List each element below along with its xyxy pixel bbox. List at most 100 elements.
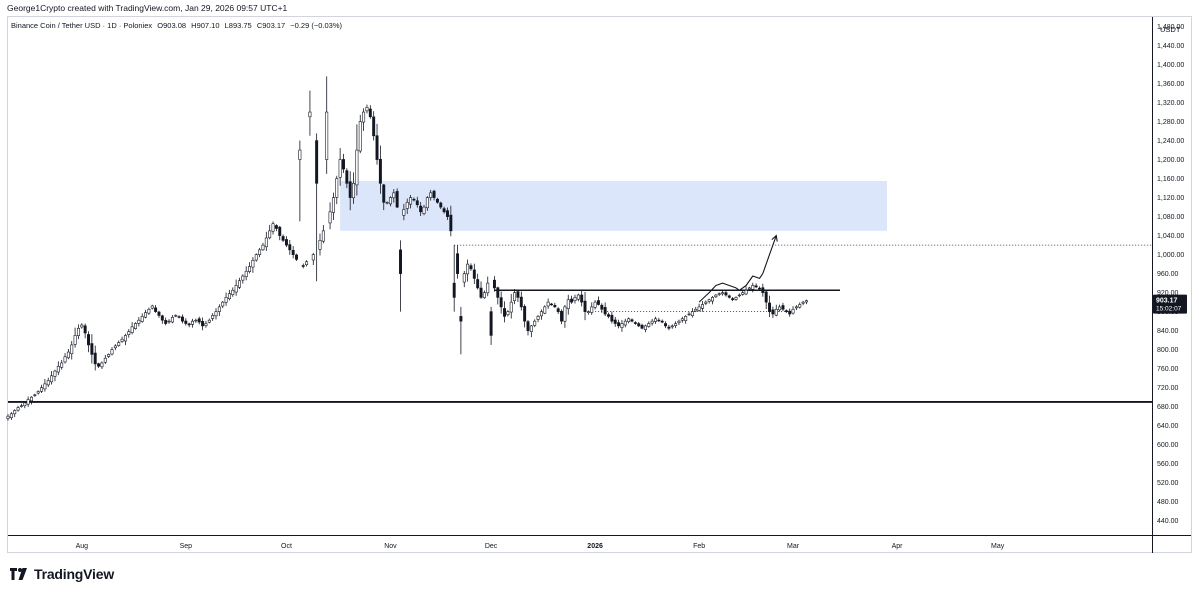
candle[interactable] [284,236,288,248]
candle[interactable] [221,301,225,309]
candle[interactable] [526,319,530,336]
candle[interactable] [318,233,322,256]
candle[interactable] [731,297,735,302]
candle[interactable] [734,296,738,301]
candle[interactable] [449,205,453,237]
candle[interactable] [721,290,725,296]
candle[interactable] [399,240,402,312]
candle[interactable] [667,324,671,331]
candle[interactable] [563,304,567,328]
candle[interactable] [362,108,366,131]
candle[interactable] [506,310,510,317]
candle[interactable] [66,348,70,360]
candle[interactable] [489,306,493,345]
candle[interactable] [338,148,342,186]
candle[interactable] [503,301,506,323]
candle[interactable] [607,312,610,319]
candle[interactable] [80,323,84,329]
candle[interactable] [271,221,275,235]
candle[interactable] [144,309,148,319]
candle[interactable] [30,396,33,405]
candle[interactable] [617,319,621,329]
candle[interactable] [298,140,302,222]
candle[interactable] [439,201,443,210]
candle[interactable] [596,296,600,306]
candle[interactable] [409,195,413,209]
candle[interactable] [358,114,362,154]
candle[interactable] [281,234,285,243]
candle[interactable] [566,294,570,315]
candle[interactable] [392,189,396,203]
candle[interactable] [590,302,594,315]
candle[interactable] [305,260,309,267]
candle[interactable] [513,288,517,305]
candle[interactable] [328,202,332,230]
candle[interactable] [603,302,607,317]
candle[interactable] [499,291,503,314]
candle[interactable] [352,172,356,204]
candle[interactable] [261,242,265,251]
candle[interactable] [13,409,17,418]
candle[interactable] [509,293,513,319]
candle[interactable] [93,345,97,371]
candle[interactable] [53,369,57,382]
candle[interactable] [137,317,141,327]
candle[interactable] [674,321,678,329]
candle[interactable] [539,309,543,320]
candle[interactable] [36,390,40,395]
candle[interactable] [378,145,382,194]
candle[interactable] [402,203,406,221]
candle[interactable] [214,308,218,320]
candle[interactable] [194,318,198,323]
candle[interactable] [372,111,376,141]
candle[interactable] [100,361,104,370]
candle[interactable] [177,315,181,319]
candle[interactable] [264,231,268,251]
candle[interactable] [6,414,10,421]
candle[interactable] [103,354,107,365]
candle[interactable] [147,307,151,316]
candle[interactable] [254,253,258,262]
candle[interactable] [134,322,137,330]
candle[interactable] [231,287,235,297]
candle[interactable] [368,105,372,119]
candle[interactable] [33,393,37,398]
candle[interactable] [238,277,241,290]
candle[interactable] [127,329,131,338]
candle[interactable] [479,281,483,299]
candle[interactable] [248,262,252,274]
candle[interactable] [46,377,50,387]
candle[interactable] [452,245,456,312]
candle[interactable] [291,246,295,259]
candle[interactable] [664,321,668,329]
candle[interactable] [758,286,761,291]
candle[interactable] [123,333,127,346]
candle[interactable] [325,76,329,174]
candle[interactable] [110,347,114,356]
candle[interactable] [650,318,654,326]
candle[interactable] [550,303,553,306]
candle[interactable] [600,303,604,313]
candle[interactable] [704,300,708,306]
candle[interactable] [784,309,788,314]
candle[interactable] [180,314,184,324]
candle[interactable] [516,289,520,303]
candle[interactable] [630,318,634,323]
candle[interactable] [560,309,564,325]
candle[interactable] [97,362,101,368]
candle[interactable] [680,316,684,323]
candle[interactable] [714,294,718,299]
candle[interactable] [76,324,80,340]
candle[interactable] [251,257,255,273]
candle[interactable] [26,396,30,407]
candle[interactable] [348,171,352,211]
candle[interactable] [184,318,188,326]
candle[interactable] [211,313,215,321]
candle[interactable] [244,266,248,281]
candle[interactable] [442,206,446,214]
candle[interactable] [717,292,721,296]
candle[interactable] [224,292,228,306]
candle[interactable] [466,259,470,282]
projection-path[interactable] [698,235,777,303]
candle[interactable] [415,196,419,208]
